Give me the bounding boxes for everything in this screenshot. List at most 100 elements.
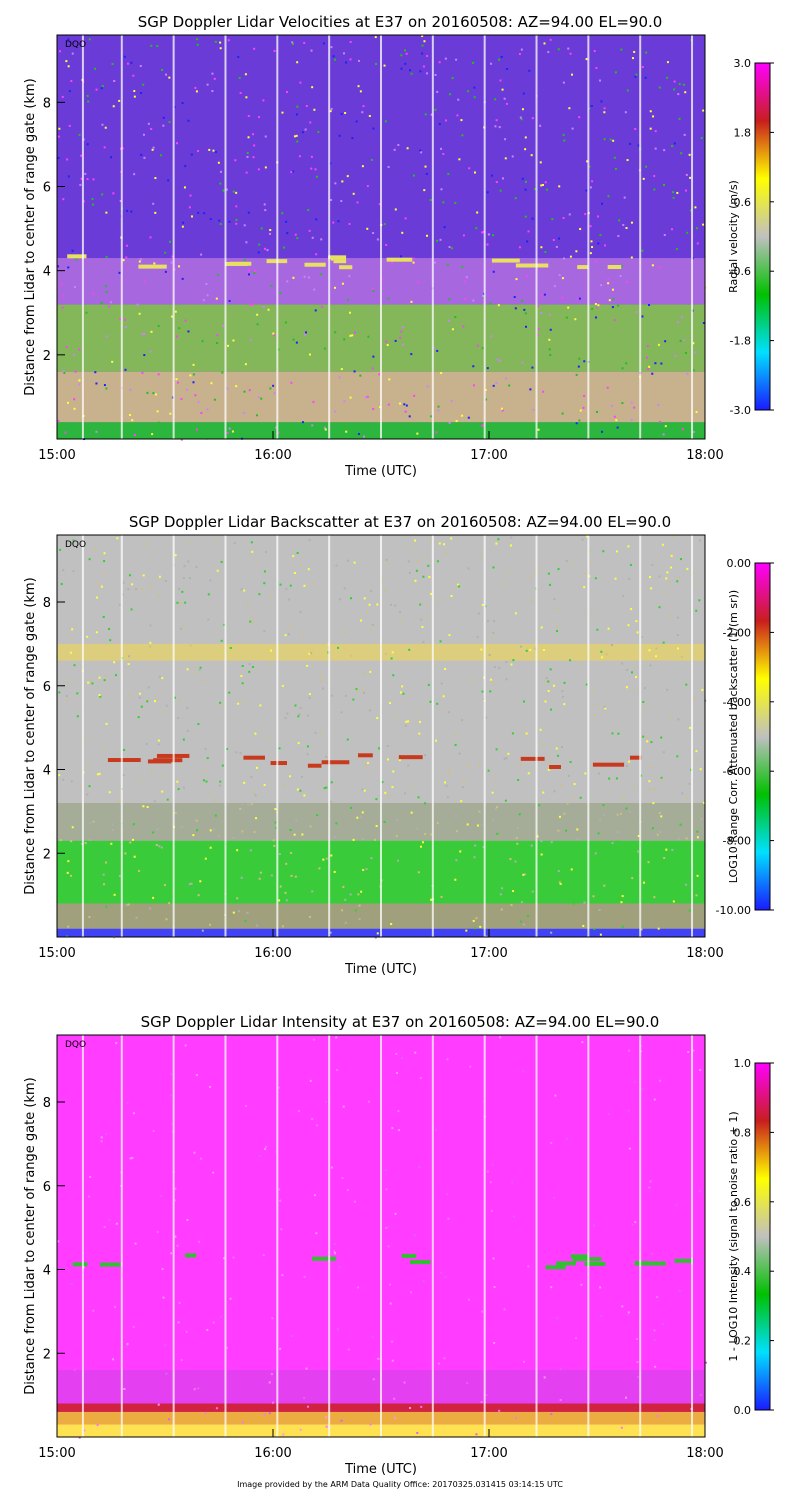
speckle [688,909,691,912]
speckle [594,852,597,855]
speckle [391,651,394,654]
speckle [296,105,299,108]
speckle [408,415,411,418]
speckle [591,612,594,615]
speckle [524,873,527,876]
speckle [412,257,415,260]
speckle [324,1100,327,1103]
speckle [178,603,181,606]
speckle [317,130,320,133]
speckle [297,742,300,745]
speckle [635,676,638,679]
speckle [519,645,522,648]
speckle [61,283,64,286]
speckle [143,332,146,335]
speckle [440,1271,443,1274]
speckle [466,1381,469,1384]
speckle [430,833,433,836]
speckle [429,198,432,201]
speckle [361,811,364,814]
speckle [314,309,317,312]
speckle [143,280,146,283]
speckle [96,596,99,599]
speckle [333,870,336,873]
speckle [549,354,552,357]
speckle [133,173,136,176]
speckle [164,270,167,273]
speckle [217,161,220,164]
speckle [518,813,521,816]
speckle [141,333,144,336]
speckle [213,398,216,401]
speckle [499,1036,502,1039]
speckle [196,829,199,832]
speckle [524,148,527,151]
speckle [296,237,299,240]
speckle [211,90,214,93]
speckle [404,49,407,52]
speckle [115,1042,118,1045]
speckle [143,156,146,159]
speckle [369,1423,372,1426]
speckle [130,61,133,64]
speckle [149,236,152,239]
speckle [164,579,167,582]
speckle [285,587,288,590]
speckle [216,569,219,572]
speckle [329,110,332,113]
speckle [239,92,242,95]
speckle [116,537,119,540]
speckle [132,1325,135,1328]
speckle [652,802,655,805]
speckle [525,649,528,652]
speckle [73,664,76,667]
speckle [658,811,661,814]
speckle [522,873,525,876]
speckle [542,743,545,746]
speckle [357,893,360,896]
speckle [447,772,450,775]
speckle [165,704,168,707]
speckle [529,388,532,391]
speckle [204,769,207,772]
speckle [253,272,256,275]
speckle [596,306,599,309]
speckle [647,861,650,864]
speckle [504,799,507,802]
cloud-segment [321,760,350,765]
speckle [367,335,370,338]
speckle [128,413,131,416]
speckle [387,403,390,406]
speckle [324,428,327,431]
speckle [67,860,70,863]
speckle [269,888,272,891]
cloud-segment [570,1254,590,1259]
speckle [450,595,453,598]
speckle [336,1328,339,1331]
speckle [270,874,273,877]
speckle [253,792,256,795]
speckle [197,894,200,897]
speckle [505,757,508,760]
speckle [670,566,673,569]
speckle [96,773,99,776]
speckle [315,218,318,221]
speckle [486,191,489,194]
cloud-segment [333,259,347,264]
speckle [248,670,251,673]
speckle [378,747,381,750]
speckle [417,559,420,562]
speckle [400,330,403,333]
speckle [91,197,94,200]
speckle [527,230,530,233]
speckle [135,587,138,590]
speckle [531,217,534,220]
speckle [348,275,351,278]
speckle [263,1413,266,1416]
speckle [436,821,439,824]
speckle [645,51,648,54]
speckle [278,899,281,902]
speckle [620,901,623,904]
speckle [232,836,235,839]
speckle [168,121,171,124]
